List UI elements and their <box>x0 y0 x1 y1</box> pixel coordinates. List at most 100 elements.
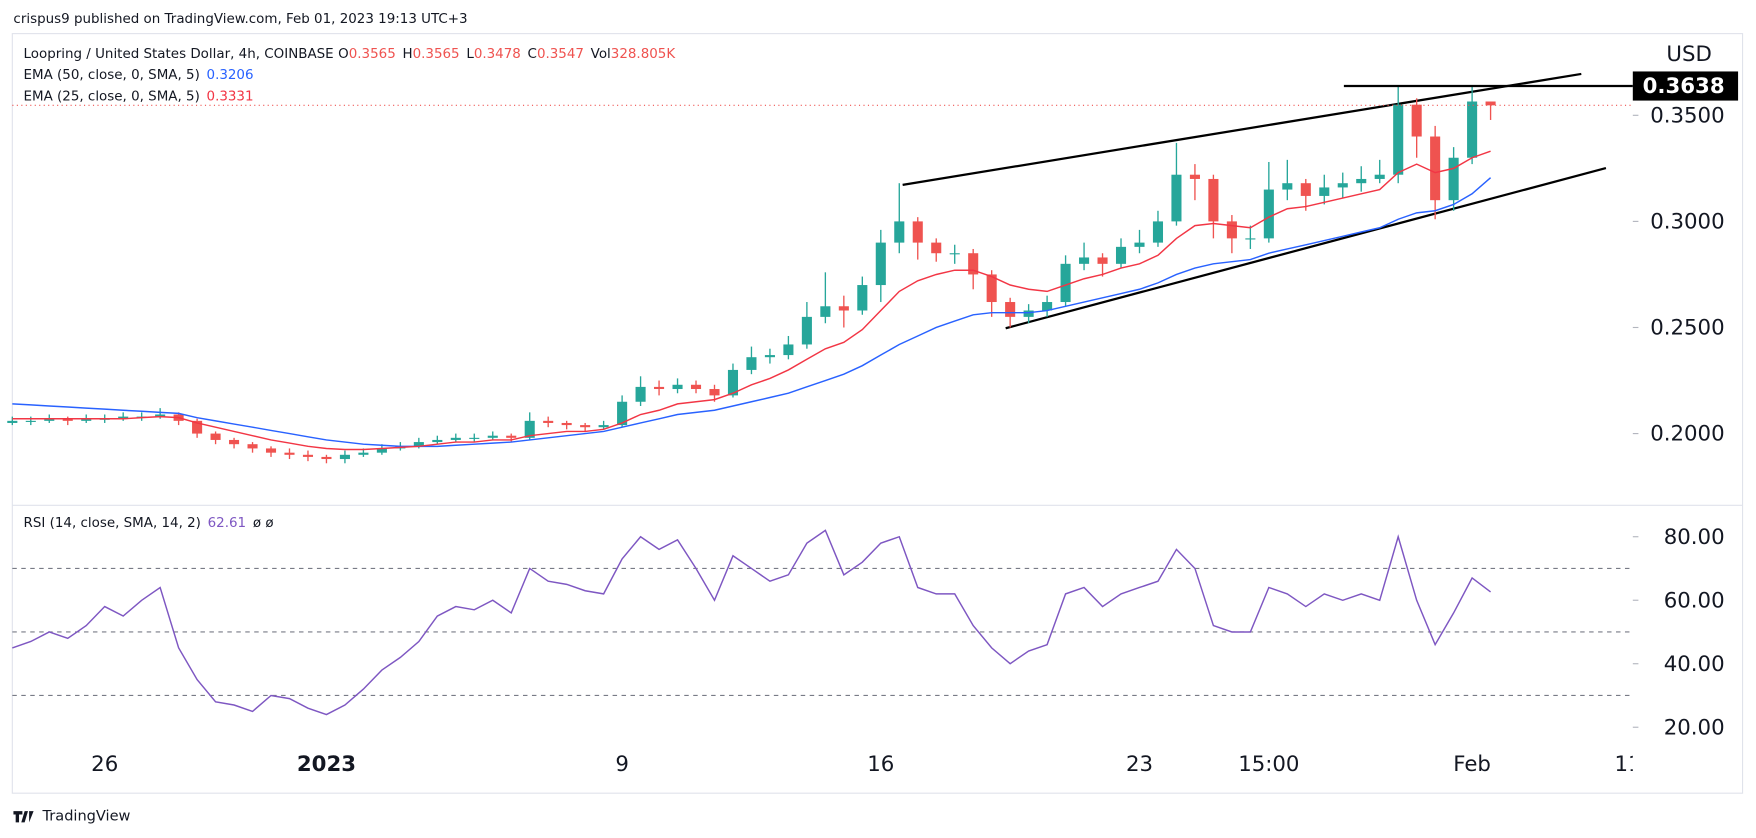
candle-body <box>690 384 702 390</box>
candle-body <box>727 369 739 396</box>
legend-value: 62.61 <box>208 516 246 531</box>
x-tick-label: 9 <box>615 752 629 777</box>
x-tick-label: 11:0 <box>1615 752 1663 777</box>
candle-body <box>469 437 480 439</box>
candle-body <box>1448 157 1459 201</box>
candle-body <box>949 253 960 255</box>
legend-value: 0.3331 <box>207 89 254 104</box>
candle-body <box>1467 101 1478 158</box>
legend-ohlc: Loopring / United States Dollar, 4h, COI… <box>24 47 677 62</box>
candle-body <box>432 439 443 443</box>
candle-body <box>672 384 683 390</box>
y-tick-label: 0.2500 <box>1650 316 1724 341</box>
candle-body <box>302 454 314 457</box>
candle-body <box>1152 221 1164 243</box>
candle-body <box>635 386 646 402</box>
candle-body <box>875 242 886 286</box>
candle-body <box>1485 101 1496 106</box>
candle-body <box>1134 242 1145 247</box>
upper-trendline <box>902 72 1582 186</box>
candle-body <box>7 420 18 423</box>
candle-body <box>783 344 794 356</box>
candle-body <box>857 285 868 311</box>
price-level-box <box>1632 71 1739 101</box>
legend-name: EMA (50, close, 0, SMA, 5) <box>24 68 200 83</box>
candle-body <box>155 414 166 417</box>
candle-body <box>339 454 350 460</box>
symbol-name: Loopring / United States Dollar, 4h, COI… <box>24 47 334 62</box>
brand-logo <box>13 811 34 823</box>
candle-body <box>561 422 572 426</box>
ohlc-key: L <box>466 47 474 62</box>
candle-body <box>1393 104 1404 175</box>
candle-body <box>801 316 812 345</box>
candle-body <box>487 435 498 438</box>
ohlc-value: 0.3547 <box>537 47 584 62</box>
lower-trendline <box>1005 166 1607 330</box>
candle-body <box>580 425 591 428</box>
candle-body <box>617 401 628 426</box>
legend-value: 0.3206 <box>207 68 254 83</box>
candle-body <box>506 435 517 438</box>
legend-extra: ø ø <box>253 516 274 531</box>
candle-body <box>912 221 923 243</box>
candle-body <box>968 253 979 275</box>
x-tick-label: 26 <box>91 752 118 777</box>
x-tick-label: 23 <box>1126 752 1153 777</box>
x-tick-label: 16 <box>867 752 894 777</box>
candle-body <box>358 452 369 455</box>
legend-entry: RSI (14, close, SMA, 14, 2) 62.61 ø ø <box>24 516 274 531</box>
price-level-label: 0.3638 <box>1643 74 1725 99</box>
legend-name: RSI (14, close, SMA, 14, 2) <box>24 516 201 531</box>
candle-body <box>1282 183 1293 190</box>
candle-body <box>1208 178 1219 222</box>
candle-body <box>118 416 129 419</box>
currency-label: USD <box>1666 42 1711 67</box>
ohlc-key: O <box>338 47 349 62</box>
candle-body <box>1356 178 1367 184</box>
y-tick-label: 80.00 <box>1664 525 1725 550</box>
y-tick-label: 0.2000 <box>1650 422 1724 447</box>
brand-name: TradingView <box>42 808 131 825</box>
x-tick-label: Feb <box>1453 752 1491 777</box>
candle-body <box>986 274 997 303</box>
ohlc-value: 0.3565 <box>349 47 396 62</box>
candle-body <box>1115 246 1127 264</box>
candle-body <box>81 418 92 421</box>
ohlc-key: C <box>528 47 537 62</box>
candle-body <box>1430 136 1441 201</box>
candle-body <box>1319 187 1330 196</box>
legend-entry: EMA (50, close, 0, SMA, 5) 0.3206 <box>24 68 254 83</box>
candle-body <box>284 452 295 455</box>
ohlc-key: Vol <box>591 47 611 62</box>
series-line <box>12 529 1492 716</box>
candle-body <box>1060 263 1071 303</box>
candle-body <box>413 442 424 447</box>
candle-body <box>1245 238 1256 240</box>
candle-body <box>1171 174 1182 222</box>
candle-body <box>1226 221 1237 239</box>
candle-body <box>1411 104 1422 137</box>
candle-body <box>321 456 332 460</box>
candle-body <box>764 355 775 358</box>
candle-body <box>1263 189 1274 239</box>
candle-body <box>820 306 831 317</box>
candle-body <box>376 448 387 453</box>
x-tick-label: 2023 <box>297 752 356 777</box>
candle-body <box>192 420 203 434</box>
series-line <box>12 150 1491 451</box>
legend-name: EMA (25, close, 0, SMA, 5) <box>24 89 200 104</box>
candle-body <box>1189 174 1200 179</box>
ohlc-value: 0.3565 <box>413 47 460 62</box>
y-tick-label: 40.00 <box>1664 652 1725 677</box>
candle-body <box>1337 183 1348 188</box>
candle-body <box>654 386 665 390</box>
candle-body <box>210 433 221 440</box>
series-line <box>12 177 1492 448</box>
ohlc-value: 0.3478 <box>474 47 521 62</box>
candle-body <box>524 420 535 438</box>
candle-body <box>265 448 277 453</box>
candle-body <box>931 242 942 254</box>
